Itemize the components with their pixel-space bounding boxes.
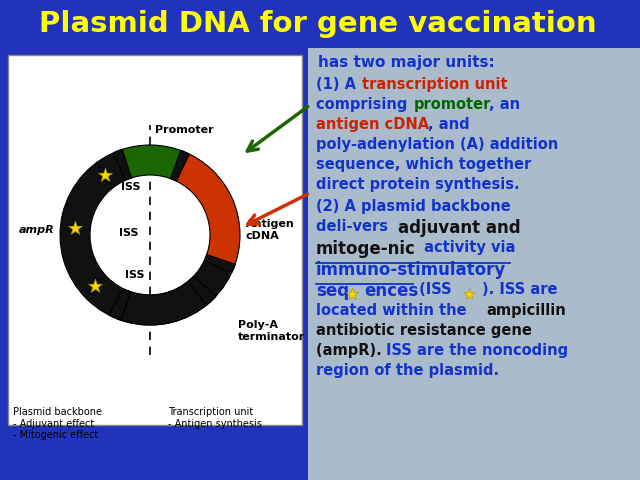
Text: ). ISS are: ). ISS are <box>482 282 557 297</box>
Wedge shape <box>172 151 240 269</box>
Text: ampR: ampR <box>19 225 55 235</box>
Point <box>70 225 81 232</box>
Text: activity via: activity via <box>419 240 515 255</box>
Text: , an: , an <box>489 97 520 112</box>
Text: (1) A: (1) A <box>316 77 361 92</box>
Text: Transcription unit
- Antigen synthesis: Transcription unit - Antigen synthesis <box>168 407 262 429</box>
Text: Antigen
cDNA: Antigen cDNA <box>246 219 295 241</box>
Text: , and: , and <box>428 117 470 132</box>
Text: sequence, which together: sequence, which together <box>316 157 531 172</box>
Point <box>464 290 474 298</box>
Text: poly-adenylation (A) addition: poly-adenylation (A) addition <box>316 137 558 152</box>
Text: promoter: promoter <box>414 97 492 112</box>
Polygon shape <box>87 279 103 294</box>
Polygon shape <box>65 222 86 235</box>
Point <box>90 282 100 290</box>
Wedge shape <box>116 279 211 325</box>
Text: antibiotic resistance gene: antibiotic resistance gene <box>316 323 532 338</box>
Text: Plasmid backbone
- Adjuvant effect
- Mitogenic effect: Plasmid backbone - Adjuvant effect - Mit… <box>13 407 102 440</box>
Text: deli-vers: deli-vers <box>316 219 393 234</box>
Text: ISS: ISS <box>118 228 138 238</box>
Text: direct protein synthesis.: direct protein synthesis. <box>316 177 520 192</box>
Text: Promoter: Promoter <box>155 125 214 135</box>
Text: (2) A plasmid backbone: (2) A plasmid backbone <box>316 199 511 214</box>
Wedge shape <box>113 149 131 180</box>
Wedge shape <box>170 150 189 181</box>
Text: ampicillin: ampicillin <box>486 303 566 318</box>
Text: located within the: located within the <box>316 303 472 318</box>
Wedge shape <box>109 288 131 320</box>
Wedge shape <box>188 276 216 305</box>
Point <box>100 171 110 179</box>
Bar <box>0 0 640 48</box>
Text: ISS: ISS <box>125 270 145 280</box>
Wedge shape <box>60 149 236 325</box>
Bar <box>308 48 640 480</box>
Text: has two major units:: has two major units: <box>318 55 495 70</box>
Text: (ISS: (ISS <box>414 282 452 297</box>
Text: mitoge-nic: mitoge-nic <box>316 240 416 258</box>
Polygon shape <box>99 166 111 184</box>
Text: (ampR).: (ampR). <box>316 343 387 358</box>
Text: immuno-stimulatory: immuno-stimulatory <box>316 261 506 279</box>
Text: ISS are the noncoding: ISS are the noncoding <box>386 343 568 358</box>
Text: Plasmid DNA for gene vaccination: Plasmid DNA for gene vaccination <box>39 10 597 38</box>
Text: adjuvant and: adjuvant and <box>398 219 520 237</box>
Text: comprising: comprising <box>316 97 413 112</box>
Bar <box>8 55 302 425</box>
Text: antigen cDNA: antigen cDNA <box>316 117 429 132</box>
Text: transcription unit: transcription unit <box>362 77 508 92</box>
Wedge shape <box>204 254 235 273</box>
Text: seq: seq <box>316 282 349 300</box>
Point <box>347 290 357 298</box>
Text: Poly-A
terminator: Poly-A terminator <box>238 320 305 342</box>
Text: ISS: ISS <box>120 182 140 192</box>
Text: region of the plasmid.: region of the plasmid. <box>316 363 499 378</box>
Wedge shape <box>119 145 184 180</box>
Text: ences: ences <box>364 282 419 300</box>
